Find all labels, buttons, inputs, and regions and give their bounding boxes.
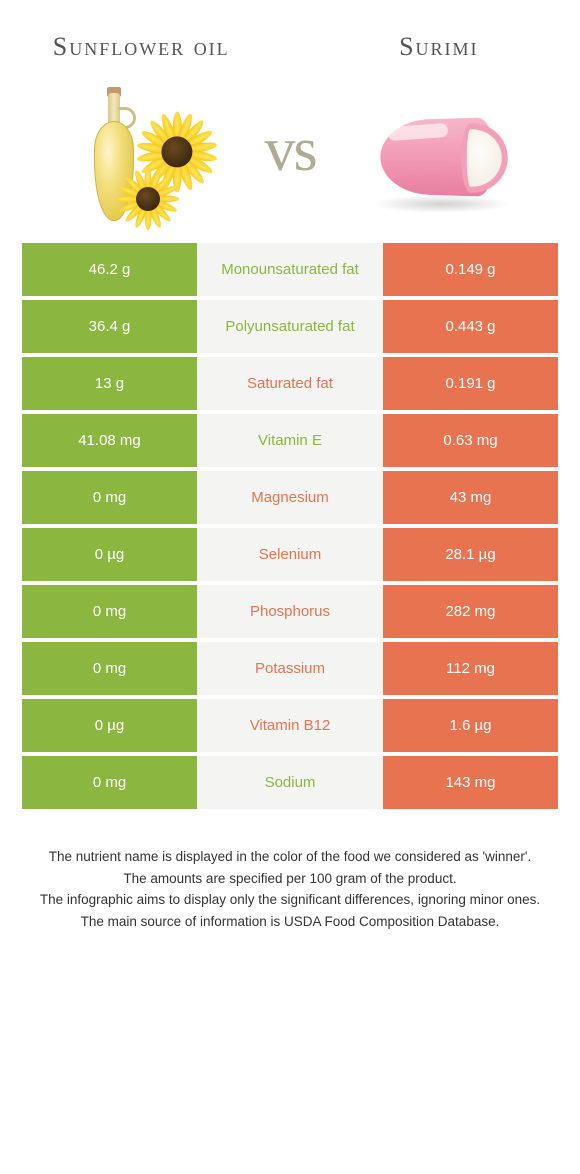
right-value: 282 mg xyxy=(383,585,558,638)
left-food-title: Sunflower oil xyxy=(53,18,230,76)
right-value: 0.443 g xyxy=(383,300,558,353)
right-value: 112 mg xyxy=(383,642,558,695)
table-row: 0 µgVitamin B121.6 µg xyxy=(22,699,558,752)
nutrient-label: Phosphorus xyxy=(197,585,383,638)
table-row: 36.4 gPolyunsaturated fat0.443 g xyxy=(22,300,558,353)
right-value: 0.149 g xyxy=(383,243,558,296)
nutrient-label: Potassium xyxy=(197,642,383,695)
nutrient-label: Vitamin B12 xyxy=(197,699,383,752)
table-row: 46.2 gMonounsaturated fat0.149 g xyxy=(22,243,558,296)
right-food-column: Surimi xyxy=(320,18,558,233)
footnote-line: The amounts are specified per 100 gram o… xyxy=(30,869,550,889)
left-value: 0 mg xyxy=(22,585,197,638)
right-value: 1.6 µg xyxy=(383,699,558,752)
left-value: 0 µg xyxy=(22,528,197,581)
infographic-container: Sunflower oil xyxy=(0,0,580,943)
nutrient-label: Magnesium xyxy=(197,471,383,524)
left-value: 0 mg xyxy=(22,756,197,809)
table-row: 0 mgPhosphorus282 mg xyxy=(22,585,558,638)
left-food-column: Sunflower oil xyxy=(22,18,260,233)
table-row: 0 µgSelenium28.1 µg xyxy=(22,528,558,581)
table-row: 41.08 mgVitamin E0.63 mg xyxy=(22,414,558,467)
right-value: 0.63 mg xyxy=(383,414,558,467)
left-value: 13 g xyxy=(22,357,197,410)
footnote-line: The nutrient name is displayed in the co… xyxy=(30,847,550,867)
nutrient-label: Monounsaturated fat xyxy=(197,243,383,296)
nutrient-label: Selenium xyxy=(197,528,383,581)
sunflower-icon xyxy=(118,169,178,229)
table-row: 0 mgMagnesium43 mg xyxy=(22,471,558,524)
nutrient-label: Polyunsaturated fat xyxy=(197,300,383,353)
comparison-header: Sunflower oil xyxy=(22,18,558,233)
left-food-image xyxy=(54,88,229,233)
table-row: 13 gSaturated fat0.191 g xyxy=(22,357,558,410)
vs-label: vs xyxy=(260,115,319,186)
right-value: 143 mg xyxy=(383,756,558,809)
nutrient-label: Saturated fat xyxy=(197,357,383,410)
left-value: 36.4 g xyxy=(22,300,197,353)
table-row: 0 mgPotassium112 mg xyxy=(22,642,558,695)
right-value: 0.191 g xyxy=(383,357,558,410)
table-row: 0 mgSodium143 mg xyxy=(22,756,558,809)
right-food-image xyxy=(351,88,526,233)
left-value: 41.08 mg xyxy=(22,414,197,467)
sunflower-oil-illustration xyxy=(56,91,226,231)
nutrient-label: Sodium xyxy=(197,756,383,809)
left-value: 0 µg xyxy=(22,699,197,752)
left-value: 0 mg xyxy=(22,471,197,524)
left-value: 46.2 g xyxy=(22,243,197,296)
right-value: 28.1 µg xyxy=(383,528,558,581)
right-value: 43 mg xyxy=(383,471,558,524)
nutrient-label: Vitamin E xyxy=(197,414,383,467)
footnotes: The nutrient name is displayed in the co… xyxy=(22,847,558,931)
footnote-line: The infographic aims to display only the… xyxy=(30,890,550,910)
right-food-title: Surimi xyxy=(399,18,478,76)
left-value: 0 mg xyxy=(22,642,197,695)
footnote-line: The main source of information is USDA F… xyxy=(30,912,550,932)
nutrient-table: 46.2 gMonounsaturated fat0.149 g36.4 gPo… xyxy=(22,243,558,809)
surimi-illustration xyxy=(354,101,524,221)
